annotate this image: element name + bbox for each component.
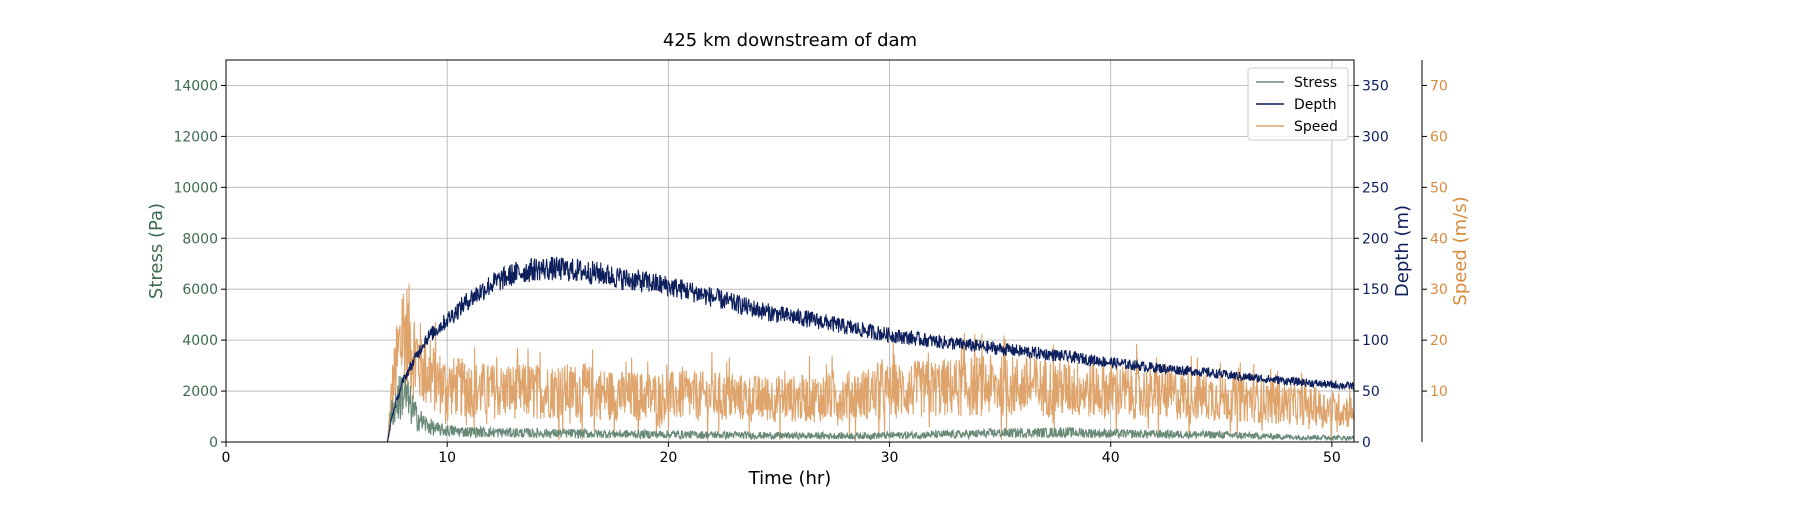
speed-axis-label: Speed (m/s) bbox=[1450, 196, 1471, 305]
speed-tick-label: 70 bbox=[1430, 78, 1448, 94]
speed-tick-label: 10 bbox=[1430, 384, 1448, 400]
x-tick-label: 50 bbox=[1323, 450, 1341, 466]
depth-tick-label: 0 bbox=[1362, 435, 1371, 451]
axes: 0 10 20 30 40 5002000400060008000100001200014… bbox=[173, 60, 1448, 466]
x-tick-label: 20 bbox=[659, 450, 677, 466]
speed-tick-label: 50 bbox=[1430, 180, 1448, 196]
depth-tick-label: 200 bbox=[1362, 231, 1389, 247]
series-line-depth bbox=[226, 256, 1355, 443]
series-line-speed bbox=[226, 283, 1355, 443]
stress-tick-label: 6000 bbox=[182, 282, 218, 298]
series-line-stress bbox=[226, 375, 1355, 443]
plot-frame bbox=[225, 59, 1355, 443]
speed-tick-label: 40 bbox=[1430, 231, 1448, 247]
depth-tick-label: 250 bbox=[1362, 180, 1389, 196]
speed-tick-label: 30 bbox=[1430, 282, 1448, 298]
depth-axis-label: Depth (m) bbox=[1392, 205, 1413, 297]
depth-tick-label: 300 bbox=[1362, 129, 1389, 145]
speed-tick-label: 60 bbox=[1430, 129, 1448, 145]
depth-tick-label: 350 bbox=[1362, 78, 1389, 94]
stress-axis-label: Stress (Pa) bbox=[146, 203, 167, 299]
stress-tick-label: 4000 bbox=[182, 333, 218, 349]
stress-tick-label: 12000 bbox=[173, 129, 218, 145]
stress-tick-label: 14000 bbox=[173, 78, 218, 94]
legend: Stress Depth Speed bbox=[1247, 67, 1349, 141]
plot-area bbox=[226, 256, 1355, 443]
x-tick-label: 40 bbox=[1102, 450, 1120, 466]
legend-label-speed: Speed bbox=[1294, 119, 1338, 135]
legend-label-depth: Depth bbox=[1294, 97, 1337, 113]
x-axis-label: Time (hr) bbox=[748, 468, 832, 489]
stress-tick-label: 2000 bbox=[182, 384, 218, 400]
stress-tick-label: 0 bbox=[209, 435, 218, 451]
depth-tick-label: 150 bbox=[1362, 282, 1389, 298]
legend-box bbox=[1247, 67, 1349, 141]
legend-label-stress: Stress bbox=[1294, 75, 1337, 91]
chart-title: 425 km downstream of dam bbox=[663, 30, 917, 51]
x-tick-label: 0 bbox=[222, 450, 231, 466]
stress-tick-label: 10000 bbox=[173, 180, 218, 196]
depth-tick-label: 50 bbox=[1362, 384, 1380, 400]
x-tick-label: 10 bbox=[438, 450, 456, 466]
stress-tick-label: 8000 bbox=[182, 231, 218, 247]
speed-tick-label: 20 bbox=[1430, 333, 1448, 349]
depth-tick-label: 100 bbox=[1362, 333, 1389, 349]
x-tick-label: 30 bbox=[881, 450, 899, 466]
